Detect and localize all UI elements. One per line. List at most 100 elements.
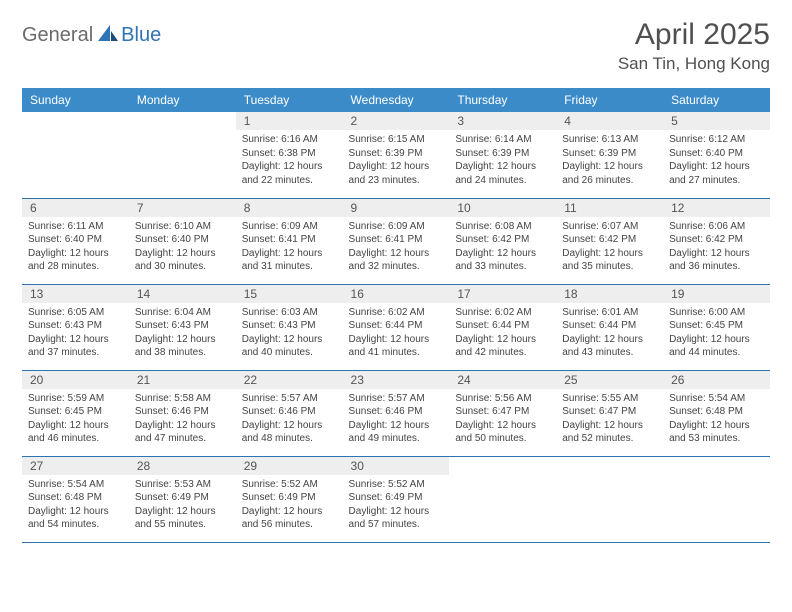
day-cell: 29Sunrise: 5:52 AMSunset: 6:49 PMDayligh…	[236, 456, 343, 542]
day-cell: 6Sunrise: 6:11 AMSunset: 6:40 PMDaylight…	[22, 198, 129, 284]
day-cell	[556, 456, 663, 542]
day-header-tue: Tuesday	[236, 88, 343, 112]
sunset-text: Sunset: 6:45 PM	[28, 405, 123, 419]
sunset-text: Sunset: 6:48 PM	[28, 491, 123, 505]
sunset-text: Sunset: 6:39 PM	[349, 147, 444, 161]
day-details: Sunrise: 5:57 AMSunset: 6:46 PMDaylight:…	[236, 389, 343, 450]
day-cell: 7Sunrise: 6:10 AMSunset: 6:40 PMDaylight…	[129, 198, 236, 284]
day-number: 22	[236, 371, 343, 389]
day-details: Sunrise: 6:10 AMSunset: 6:40 PMDaylight:…	[129, 217, 236, 278]
day-details: Sunrise: 6:08 AMSunset: 6:42 PMDaylight:…	[449, 217, 556, 278]
day-details: Sunrise: 6:09 AMSunset: 6:41 PMDaylight:…	[343, 217, 450, 278]
sunrise-text: Sunrise: 6:16 AM	[242, 133, 337, 147]
day-cell: 1Sunrise: 6:16 AMSunset: 6:38 PMDaylight…	[236, 112, 343, 198]
day-number: 6	[22, 199, 129, 217]
day-details: Sunrise: 6:13 AMSunset: 6:39 PMDaylight:…	[556, 130, 663, 191]
day-details: Sunrise: 6:01 AMSunset: 6:44 PMDaylight:…	[556, 303, 663, 364]
day-cell: 21Sunrise: 5:58 AMSunset: 6:46 PMDayligh…	[129, 370, 236, 456]
logo-sail-icon	[97, 24, 119, 47]
sunrise-text: Sunrise: 6:02 AM	[455, 306, 550, 320]
day-cell	[22, 112, 129, 198]
day-details: Sunrise: 6:00 AMSunset: 6:45 PMDaylight:…	[663, 303, 770, 364]
day-cell: 16Sunrise: 6:02 AMSunset: 6:44 PMDayligh…	[343, 284, 450, 370]
daylight-text: Daylight: 12 hours and 42 minutes.	[455, 333, 550, 360]
daylight-text: Daylight: 12 hours and 57 minutes.	[349, 505, 444, 532]
day-details: Sunrise: 5:56 AMSunset: 6:47 PMDaylight:…	[449, 389, 556, 450]
day-cell: 25Sunrise: 5:55 AMSunset: 6:47 PMDayligh…	[556, 370, 663, 456]
sunrise-text: Sunrise: 6:01 AM	[562, 306, 657, 320]
day-number: 28	[129, 457, 236, 475]
sunset-text: Sunset: 6:39 PM	[455, 147, 550, 161]
week-row: 20Sunrise: 5:59 AMSunset: 6:45 PMDayligh…	[22, 370, 770, 456]
day-details: Sunrise: 6:12 AMSunset: 6:40 PMDaylight:…	[663, 130, 770, 191]
month-title: April 2025	[618, 18, 770, 52]
daylight-text: Daylight: 12 hours and 33 minutes.	[455, 247, 550, 274]
day-cell: 9Sunrise: 6:09 AMSunset: 6:41 PMDaylight…	[343, 198, 450, 284]
daylight-text: Daylight: 12 hours and 40 minutes.	[242, 333, 337, 360]
sunset-text: Sunset: 6:43 PM	[135, 319, 230, 333]
daylight-text: Daylight: 12 hours and 46 minutes.	[28, 419, 123, 446]
sunrise-text: Sunrise: 6:13 AM	[562, 133, 657, 147]
sunset-text: Sunset: 6:45 PM	[669, 319, 764, 333]
day-details: Sunrise: 5:54 AMSunset: 6:48 PMDaylight:…	[663, 389, 770, 450]
day-cell: 26Sunrise: 5:54 AMSunset: 6:48 PMDayligh…	[663, 370, 770, 456]
day-details: Sunrise: 6:04 AMSunset: 6:43 PMDaylight:…	[129, 303, 236, 364]
sunset-text: Sunset: 6:44 PM	[455, 319, 550, 333]
sunset-text: Sunset: 6:44 PM	[349, 319, 444, 333]
day-cell: 20Sunrise: 5:59 AMSunset: 6:45 PMDayligh…	[22, 370, 129, 456]
daylight-text: Daylight: 12 hours and 23 minutes.	[349, 160, 444, 187]
day-details: Sunrise: 6:15 AMSunset: 6:39 PMDaylight:…	[343, 130, 450, 191]
sunrise-text: Sunrise: 5:55 AM	[562, 392, 657, 406]
sunset-text: Sunset: 6:41 PM	[349, 233, 444, 247]
sunset-text: Sunset: 6:40 PM	[28, 233, 123, 247]
day-number: 18	[556, 285, 663, 303]
sunrise-text: Sunrise: 5:59 AM	[28, 392, 123, 406]
sunset-text: Sunset: 6:46 PM	[349, 405, 444, 419]
sunrise-text: Sunrise: 6:08 AM	[455, 220, 550, 234]
day-number: 10	[449, 199, 556, 217]
sunset-text: Sunset: 6:49 PM	[135, 491, 230, 505]
calendar-page: General Blue April 2025 San Tin, Hong Ko…	[0, 0, 792, 561]
day-number: 1	[236, 112, 343, 130]
calendar-body: 1Sunrise: 6:16 AMSunset: 6:38 PMDaylight…	[22, 112, 770, 542]
day-details: Sunrise: 5:54 AMSunset: 6:48 PMDaylight:…	[22, 475, 129, 536]
sunrise-text: Sunrise: 5:54 AM	[28, 478, 123, 492]
day-header-sat: Saturday	[663, 88, 770, 112]
sunrise-text: Sunrise: 6:09 AM	[242, 220, 337, 234]
day-cell: 14Sunrise: 6:04 AMSunset: 6:43 PMDayligh…	[129, 284, 236, 370]
day-number: 5	[663, 112, 770, 130]
sunset-text: Sunset: 6:43 PM	[242, 319, 337, 333]
day-number: 12	[663, 199, 770, 217]
day-cell: 17Sunrise: 6:02 AMSunset: 6:44 PMDayligh…	[449, 284, 556, 370]
sunset-text: Sunset: 6:49 PM	[349, 491, 444, 505]
daylight-text: Daylight: 12 hours and 24 minutes.	[455, 160, 550, 187]
day-number: 21	[129, 371, 236, 389]
sunrise-text: Sunrise: 5:56 AM	[455, 392, 550, 406]
day-cell: 5Sunrise: 6:12 AMSunset: 6:40 PMDaylight…	[663, 112, 770, 198]
sunrise-text: Sunrise: 6:15 AM	[349, 133, 444, 147]
week-row: 13Sunrise: 6:05 AMSunset: 6:43 PMDayligh…	[22, 284, 770, 370]
daylight-text: Daylight: 12 hours and 37 minutes.	[28, 333, 123, 360]
sunrise-text: Sunrise: 5:54 AM	[669, 392, 764, 406]
day-number: 13	[22, 285, 129, 303]
day-details: Sunrise: 6:11 AMSunset: 6:40 PMDaylight:…	[22, 217, 129, 278]
week-row: 6Sunrise: 6:11 AMSunset: 6:40 PMDaylight…	[22, 198, 770, 284]
daylight-text: Daylight: 12 hours and 31 minutes.	[242, 247, 337, 274]
day-cell: 15Sunrise: 6:03 AMSunset: 6:43 PMDayligh…	[236, 284, 343, 370]
day-cell: 13Sunrise: 6:05 AMSunset: 6:43 PMDayligh…	[22, 284, 129, 370]
daylight-text: Daylight: 12 hours and 43 minutes.	[562, 333, 657, 360]
sunrise-text: Sunrise: 5:58 AM	[135, 392, 230, 406]
sunrise-text: Sunrise: 6:09 AM	[349, 220, 444, 234]
daylight-text: Daylight: 12 hours and 32 minutes.	[349, 247, 444, 274]
daylight-text: Daylight: 12 hours and 55 minutes.	[135, 505, 230, 532]
daylight-text: Daylight: 12 hours and 47 minutes.	[135, 419, 230, 446]
sunrise-text: Sunrise: 5:52 AM	[242, 478, 337, 492]
title-block: April 2025 San Tin, Hong Kong	[618, 18, 770, 74]
day-cell: 18Sunrise: 6:01 AMSunset: 6:44 PMDayligh…	[556, 284, 663, 370]
daylight-text: Daylight: 12 hours and 41 minutes.	[349, 333, 444, 360]
day-details: Sunrise: 6:02 AMSunset: 6:44 PMDaylight:…	[449, 303, 556, 364]
day-cell: 2Sunrise: 6:15 AMSunset: 6:39 PMDaylight…	[343, 112, 450, 198]
sunrise-text: Sunrise: 6:05 AM	[28, 306, 123, 320]
sunset-text: Sunset: 6:48 PM	[669, 405, 764, 419]
sunrise-text: Sunrise: 6:11 AM	[28, 220, 123, 234]
